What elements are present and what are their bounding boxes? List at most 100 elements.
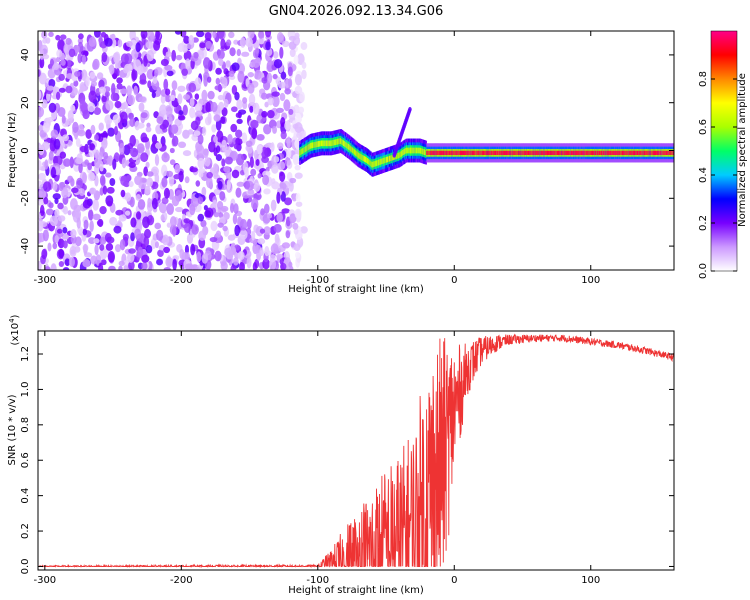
spectrogram-signal-cell [374, 160, 377, 167]
spectrogram-signal-cell [386, 156, 388, 163]
spectrogram-signal-cell [348, 144, 351, 151]
spectrogram-signal-cell [542, 150, 545, 156]
spectrogram-noise-cell [154, 68, 159, 77]
spectrogram-noise-cell [139, 72, 147, 85]
spectrogram-signal-cell [313, 142, 316, 148]
spectrogram-noise-cell [60, 59, 66, 66]
spectrogram-noise-cell [118, 260, 125, 267]
spectrogram-noise-cell [201, 186, 207, 197]
spectrogram-noise-cell [184, 222, 191, 234]
spectrogram-noise-cell [263, 188, 271, 195]
spectrogram-noise-cell [217, 222, 224, 228]
spectrogram-noise-cell [257, 31, 264, 39]
spectrogram-noise-cell [67, 210, 72, 216]
spectrogram-signal-cell [311, 142, 314, 149]
spectrogram-noise-cell [297, 53, 305, 65]
spectrogram-signal-cell [425, 149, 427, 156]
spectrogram-signal-cell [625, 150, 627, 156]
spectrogram-x-tick-label: -300 [33, 275, 56, 286]
spectrogram-noise-cell [241, 132, 248, 144]
spectrogram-signal-cell [529, 150, 532, 156]
spectrogram-noise-cell [75, 236, 82, 247]
spectrogram-noise-cell [57, 215, 66, 222]
spectrogram-noise-cell [280, 262, 287, 270]
spectrogram-noise-cell [272, 73, 278, 80]
spectrogram-noise-cell [266, 213, 273, 219]
spectrogram-noise-cell [197, 196, 204, 205]
spectrogram-signal-cell [412, 147, 414, 154]
spectrogram-noise-cell [301, 61, 307, 69]
spectrogram-noise-cell [87, 237, 96, 244]
spectrogram-noise-cell [189, 167, 198, 173]
spectrogram-noise-cell [89, 220, 94, 233]
spectrogram-noise-cell [299, 91, 305, 103]
spectrogram-signal-cell [634, 150, 637, 156]
spectrogram-noise-cell [99, 187, 104, 196]
spectrogram-signal-cell [546, 150, 549, 156]
spectrogram-noise-cell [129, 135, 137, 147]
spectrogram-noise-cell [56, 228, 63, 234]
spectrogram-noise-cell [54, 197, 59, 205]
spectrogram-signal-cell [409, 147, 412, 154]
spectrogram-noise-cell [62, 205, 68, 215]
colorbar-tick-label: 0.8 [698, 71, 709, 87]
spectrogram-noise-cell [211, 124, 217, 133]
spectrogram-noise-cell [219, 191, 226, 201]
spectrogram-signal-cell [654, 150, 657, 156]
spectrogram-noise-cell [112, 158, 117, 170]
spectrogram-noise-cell [72, 121, 79, 134]
spectrogram-noise-cell [203, 57, 211, 69]
spectrogram-noise-cell [151, 197, 158, 210]
spectrogram-signal-cell [464, 150, 467, 156]
spectrogram-noise-cell [231, 169, 240, 179]
spectrogram-noise-cell [145, 126, 152, 133]
spectrogram-noise-cell [204, 156, 211, 167]
spectrogram-noise-cell [105, 243, 114, 251]
spectrogram-noise-cell [245, 140, 253, 147]
spectrogram-signal-layer [299, 106, 674, 177]
spectrogram-signal-cell [559, 150, 561, 156]
spectrogram-noise-cell [74, 209, 82, 220]
spectrogram-signal-cell [450, 150, 452, 156]
spectrogram-signal-cell [369, 159, 371, 166]
spectrogram-noise-cell [172, 258, 177, 270]
spectrogram-noise-cell [160, 109, 167, 115]
spectrogram-noise-cell [252, 49, 259, 59]
spectrogram-noise-cell [79, 100, 87, 111]
spectrogram-signal-cell [344, 141, 346, 147]
spectrogram-signal-cell [299, 150, 301, 156]
spectrogram-noise-cell [173, 174, 181, 180]
spectrogram-signal-cell [629, 150, 632, 156]
spectrogram-signal-cell [620, 150, 622, 156]
spectrogram-noise-cell [78, 188, 86, 197]
spectrogram-signal-cell [454, 150, 457, 156]
spectrogram-noise-cell [113, 53, 121, 64]
spectrogram-signal-cell [637, 150, 640, 156]
spectrogram-signal-cell [445, 150, 448, 156]
spectrogram-noise-cell [144, 185, 151, 195]
spectrogram-noise-cell [255, 158, 260, 167]
spectrogram-signal-cell [583, 150, 585, 156]
spectrogram-noise-cell [288, 78, 293, 89]
spectrogram-noise-cell [38, 232, 42, 244]
spectrogram-noise-cell [183, 50, 192, 62]
spectrogram-signal-cell [652, 150, 655, 156]
spectrogram-noise-cell [60, 34, 67, 40]
spectrogram-signal-cell [643, 150, 646, 156]
spectrogram-noise-cell [183, 218, 191, 224]
spectrogram-noise-cell [294, 122, 303, 134]
spectrogram-noise-cell [140, 152, 149, 163]
spectrogram-noise-cell [92, 198, 99, 211]
spectrogram-noise-cell [122, 233, 129, 241]
spectrogram-noise-cell [293, 54, 299, 65]
spectrogram-signal-cell [453, 150, 455, 156]
spectrogram-noise-cell [39, 57, 45, 69]
spectrogram-noise-cell [205, 101, 211, 113]
spectrogram-noise-cell [150, 32, 155, 40]
spectrogram-noise-cell [44, 266, 51, 270]
spectrogram-signal-cell [552, 150, 555, 156]
spectrogram-noise-cell [281, 208, 290, 214]
snr-y-tick-label: 1.2 [20, 346, 31, 362]
spectrogram-noise-cell [98, 151, 103, 162]
spectrogram-noise-cell [194, 77, 202, 89]
